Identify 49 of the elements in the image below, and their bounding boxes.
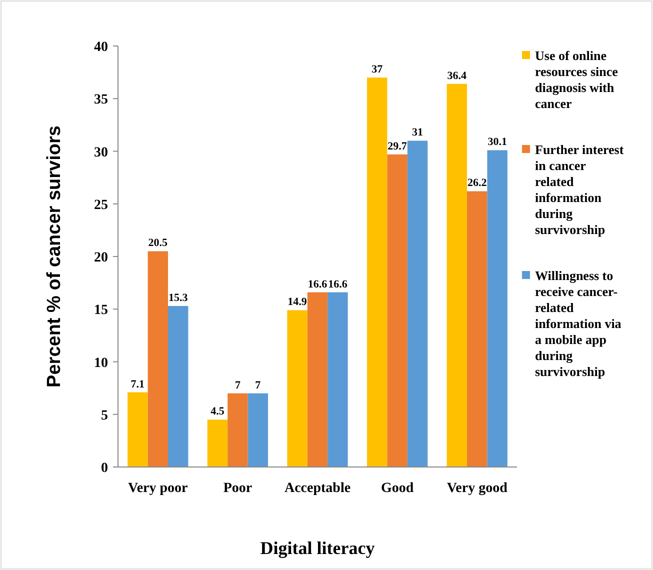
- bar: [407, 140, 428, 467]
- y-tick-label: 30: [94, 145, 108, 160]
- bar: [387, 154, 408, 467]
- data-label: 16.6: [328, 278, 348, 290]
- bar: [168, 306, 188, 467]
- x-tick-label: Good: [380, 481, 414, 496]
- x-tick-label: Very good: [446, 481, 508, 496]
- y-axis-title: Percent % of cancer surviors: [44, 126, 65, 388]
- data-label: 37: [372, 64, 384, 76]
- x-axis-title: Digital literacy: [260, 538, 375, 558]
- data-label: 4.5: [210, 406, 225, 418]
- x-tick-label: Acceptable: [284, 481, 351, 496]
- bar: [487, 150, 508, 467]
- bar: [366, 78, 388, 467]
- bar: [128, 392, 148, 467]
- y-tick-label: 25: [94, 198, 108, 213]
- data-label: 29.7: [388, 140, 408, 152]
- data-label: 30.1: [488, 136, 507, 148]
- data-label: 15.3: [168, 292, 188, 304]
- data-label: 36.4: [447, 70, 468, 82]
- x-tick-label: Poor: [223, 481, 252, 496]
- bar: [307, 292, 328, 467]
- data-label: 7: [234, 379, 241, 392]
- bar: [446, 84, 467, 467]
- bar: [248, 393, 268, 467]
- x-tick-label: Very poor: [128, 481, 188, 496]
- data-label: 7: [255, 379, 262, 392]
- bar: [207, 420, 228, 467]
- y-tick-label: 20: [94, 250, 108, 266]
- bar: [287, 310, 308, 467]
- y-tick-label: 35: [94, 92, 108, 108]
- data-label: 26.2: [467, 177, 488, 190]
- y-tick-label: 0: [101, 461, 108, 476]
- data-label: 16.6: [308, 278, 328, 290]
- y-tick-label: 40: [94, 40, 108, 55]
- y-tick-label: 10: [94, 356, 108, 371]
- legend-label: Further interest in cancer related information during survivorship: [535, 142, 624, 237]
- y-tick-label: 5: [101, 408, 108, 424]
- data-label: 7.1: [130, 378, 145, 390]
- data-label: 14.9: [288, 296, 308, 308]
- legend-label: Use of online resources since diagnosis with cancer: [535, 48, 618, 111]
- bar: [228, 393, 248, 467]
- data-label: 31: [412, 126, 424, 139]
- legend-label: Willingness to receive cancer-related information via a mobile app during survivorship: [535, 268, 622, 379]
- data-label: 20.5: [148, 237, 168, 250]
- bar: [148, 251, 168, 467]
- bar: [328, 292, 348, 467]
- y-tick-label: 15: [94, 303, 108, 318]
- bar: [466, 191, 488, 467]
